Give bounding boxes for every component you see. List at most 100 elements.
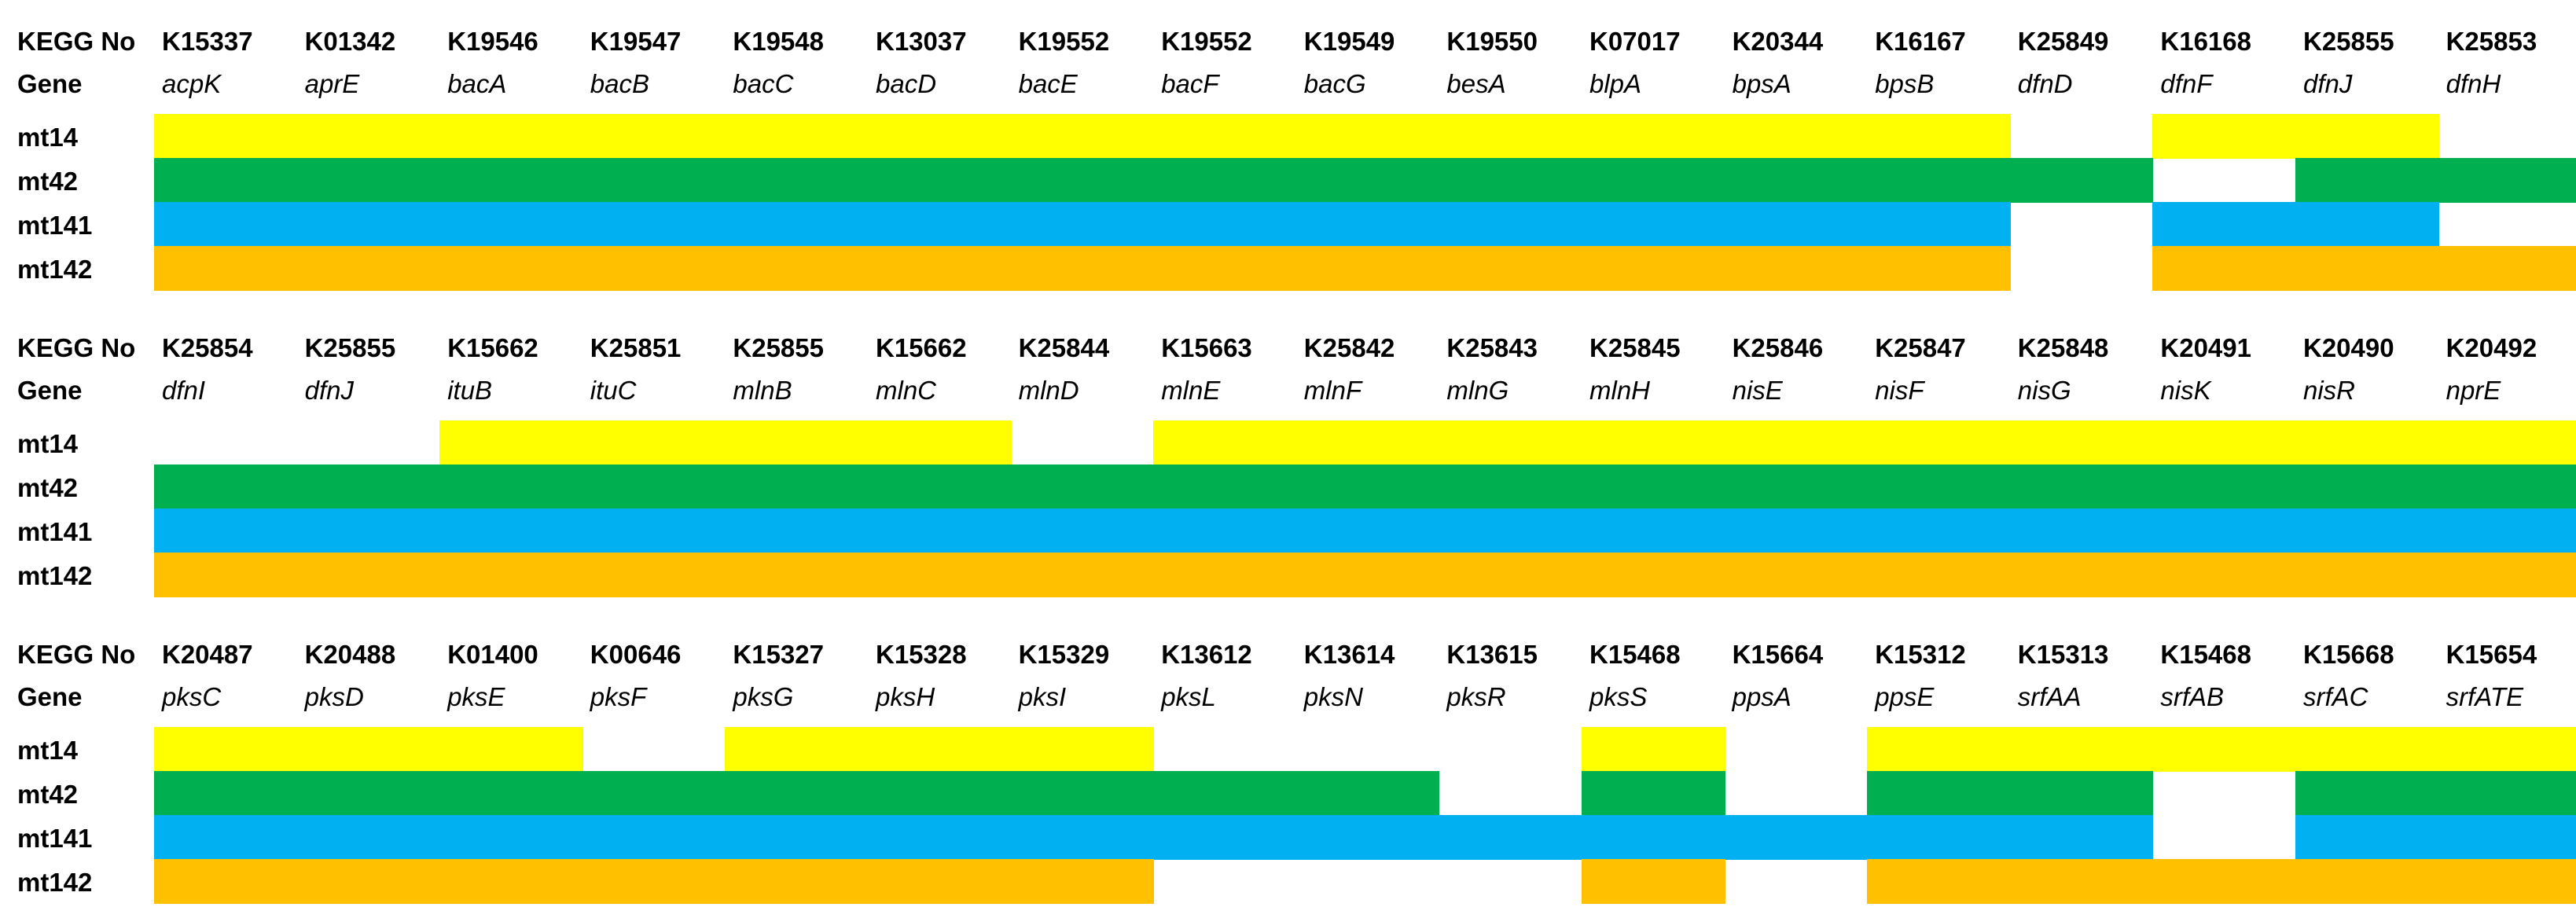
presence-cell <box>439 202 583 247</box>
presence-cell <box>2438 465 2576 509</box>
kegg-number: K25848 <box>2017 333 2109 362</box>
presence-cell <box>154 815 298 860</box>
presence-cell <box>2438 246 2576 291</box>
presence-cell <box>1724 465 1869 509</box>
gene-name: mlnC <box>876 376 937 405</box>
presence-cell <box>1867 553 2011 597</box>
gene-name: dfnI <box>162 376 206 405</box>
presence-cell <box>1010 246 1155 291</box>
presence-cell <box>1867 859 2011 904</box>
kegg-number: K16168 <box>2160 27 2251 56</box>
presence-cell <box>1010 815 1155 860</box>
gene-name: dfnF <box>2160 69 2213 98</box>
presence-cell <box>439 859 583 904</box>
presence-cell <box>1010 465 1155 509</box>
presence-cell <box>2295 815 2439 860</box>
presence-cell <box>296 727 441 772</box>
kegg-number: K15662 <box>876 333 967 362</box>
gene-name: mlnE <box>1161 376 1221 405</box>
presence-cell <box>725 509 869 553</box>
kegg-number: K15327 <box>733 640 824 669</box>
kegg-number: K20491 <box>2160 333 2251 362</box>
kegg-number: K25846 <box>1732 333 1824 362</box>
presence-cell <box>1295 246 1440 291</box>
table-block: KEGG No Gene K20487 K20488 K01400 K00646 K1532… <box>0 635 2576 918</box>
presence-cell <box>2009 727 2154 772</box>
kegg-number: K19546 <box>447 27 538 56</box>
sample-label: mt142 <box>17 868 93 897</box>
kegg-number: K15329 <box>1018 640 1110 669</box>
gene-name: nisF <box>1875 376 1924 405</box>
presence-cell <box>725 420 869 465</box>
presence-cell <box>2009 465 2154 509</box>
sample-label: mt141 <box>17 824 93 853</box>
presence-cell <box>1439 420 1582 465</box>
presence-cell <box>2009 509 2154 553</box>
presence-cell <box>868 859 1012 904</box>
sample-label: mt42 <box>17 780 79 809</box>
presence-cell <box>2295 771 2439 816</box>
kegg-number: K25853 <box>2446 27 2537 56</box>
table-block: KEGG No Gene K15337 K01342 K19546 K19547 K1954… <box>0 22 2576 305</box>
presence-cell <box>1153 771 1297 816</box>
presence-cell <box>2009 859 2154 904</box>
presence-cell <box>2295 420 2439 465</box>
kegg-number: K15328 <box>876 640 967 669</box>
presence-cell <box>1010 114 1155 159</box>
presence-cell <box>2438 158 2576 203</box>
presence-cell <box>1724 509 1869 553</box>
presence-cell <box>296 246 441 291</box>
presence-cell <box>2295 859 2439 904</box>
presence-cell <box>296 202 441 247</box>
kegg-number: K15313 <box>2017 640 2109 669</box>
kegg-number: K20490 <box>2303 333 2394 362</box>
gene-name: pksS <box>1589 682 1648 711</box>
presence-cell <box>2438 553 2576 597</box>
presence-cell <box>1295 158 1440 203</box>
presence-cell <box>296 771 441 816</box>
presence-cell <box>582 465 726 509</box>
presence-cell <box>439 509 583 553</box>
presence-cell <box>1582 246 1725 291</box>
presence-cell <box>2295 158 2439 203</box>
presence-cell <box>1582 202 1725 247</box>
presence-cell <box>154 553 298 597</box>
presence-cell <box>868 465 1012 509</box>
sample-label: mt142 <box>17 561 93 590</box>
kegg-number: K25851 <box>590 333 682 362</box>
presence-cell <box>154 158 298 203</box>
presence-cell <box>582 815 726 860</box>
presence-cell <box>2152 114 2296 159</box>
presence-cell <box>1867 114 2011 159</box>
presence-cell <box>1582 553 1725 597</box>
gene-name: aprE <box>304 69 360 98</box>
presence-cell <box>2438 420 2576 465</box>
gene-name: besA <box>1446 69 1506 98</box>
presence-cell <box>868 553 1012 597</box>
presence-cell <box>1295 202 1440 247</box>
kegg-number: K25855 <box>304 333 396 362</box>
presence-cell <box>296 158 441 203</box>
kegg-number: K15664 <box>1732 640 1824 669</box>
gene-name: bacE <box>1018 69 1078 98</box>
sample-label: mt14 <box>17 736 79 765</box>
gene-name: nisR <box>2303 376 2356 405</box>
presence-cell <box>725 158 869 203</box>
presence-cell <box>1295 114 1440 159</box>
presence-cell <box>1153 553 1297 597</box>
presence-cell <box>1582 727 1725 772</box>
presence-cell <box>1153 158 1297 203</box>
gene-name: pksG <box>733 682 794 711</box>
gene-name: dfnJ <box>304 376 354 405</box>
gene-name: mlnD <box>1018 376 1079 405</box>
gene-name: nisE <box>1732 376 1783 405</box>
presence-cell <box>1867 727 2011 772</box>
presence-cell <box>725 727 869 772</box>
presence-cell <box>1582 158 1725 203</box>
gene-row-header: Gene <box>17 682 83 711</box>
presence-cell <box>1867 420 2011 465</box>
gene-name: srfAB <box>2160 682 2225 711</box>
presence-cell <box>2152 727 2296 772</box>
presence-cell <box>2152 553 2296 597</box>
presence-cell <box>296 114 441 159</box>
